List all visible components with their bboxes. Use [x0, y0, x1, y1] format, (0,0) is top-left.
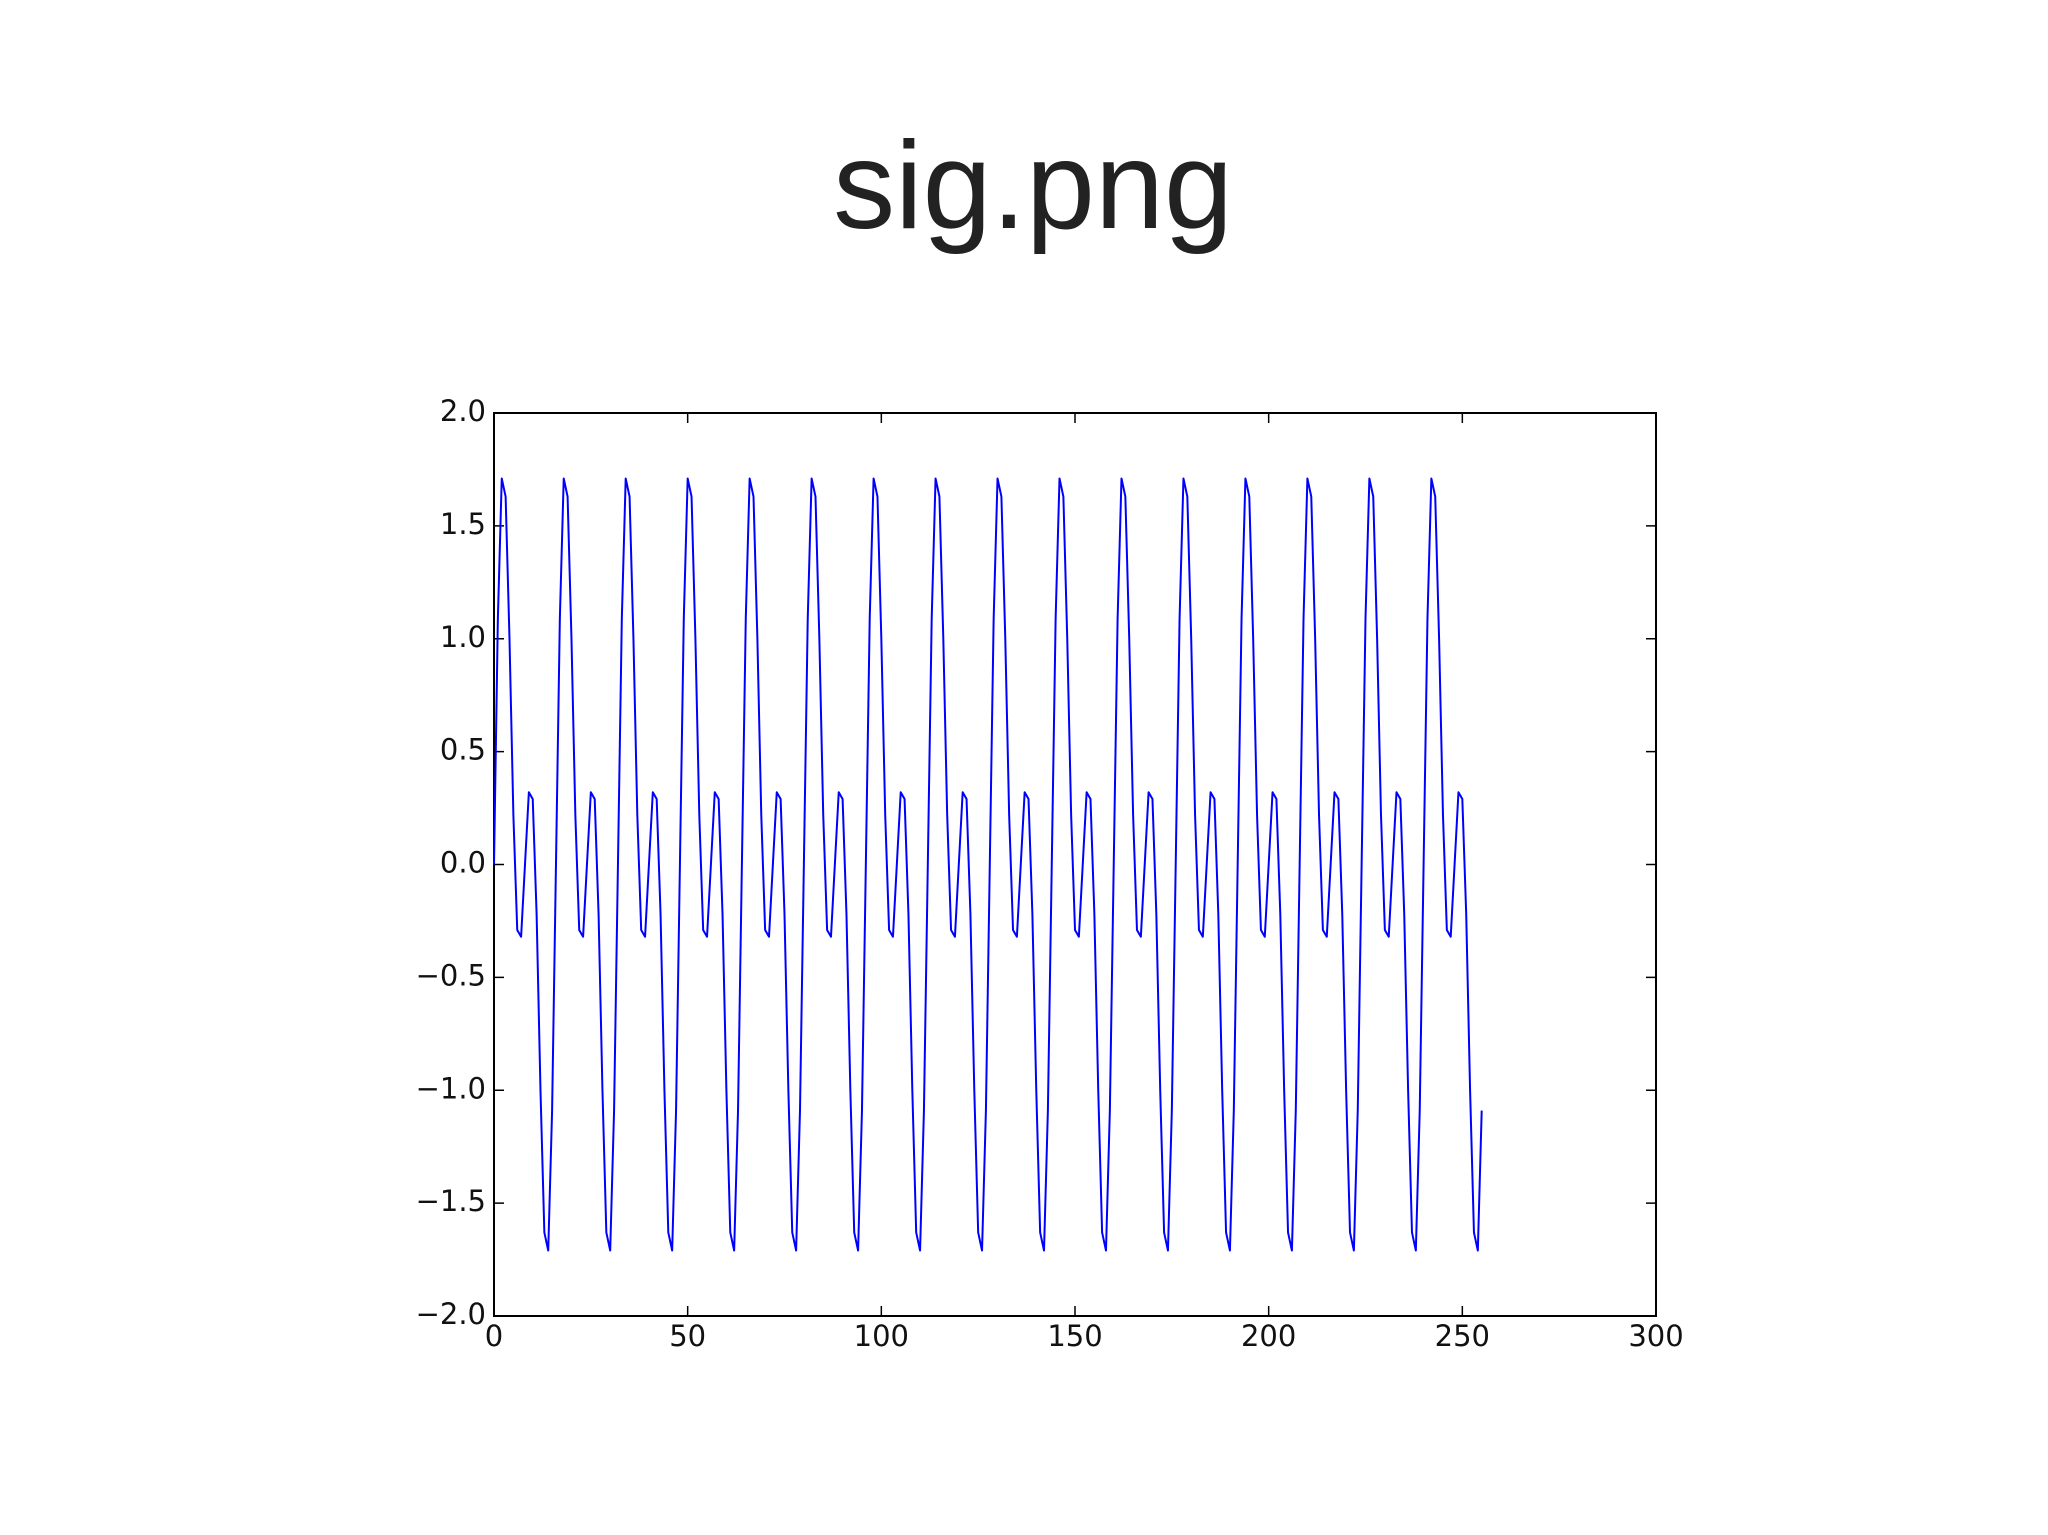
y-tick-label: 0.5 [440, 733, 486, 767]
x-tick-label: 300 [1628, 1319, 1683, 1353]
y-tick-label: −0.5 [416, 958, 486, 992]
plot-frame [493, 412, 1657, 1317]
x-tick-label: 0 [485, 1319, 503, 1353]
y-tick-label: −1.0 [416, 1071, 486, 1105]
y-tick-label: 1.5 [440, 507, 486, 541]
y-tick-label: 0.0 [440, 846, 486, 880]
y-tick-label: 1.0 [440, 620, 486, 654]
x-tick-label: 50 [669, 1319, 706, 1353]
x-tick-label: 200 [1241, 1319, 1296, 1353]
signal-line [493, 477, 1483, 1252]
y-tick-label: −2.0 [416, 1297, 486, 1331]
x-tick-label: 250 [1435, 1319, 1490, 1353]
chart-title: sig.png [833, 117, 1233, 255]
y-tick-label: 2.0 [440, 394, 486, 428]
y-tick-label: −1.5 [416, 1184, 486, 1218]
x-tick-label: 150 [1047, 1319, 1102, 1353]
x-tick-label: 100 [854, 1319, 909, 1353]
